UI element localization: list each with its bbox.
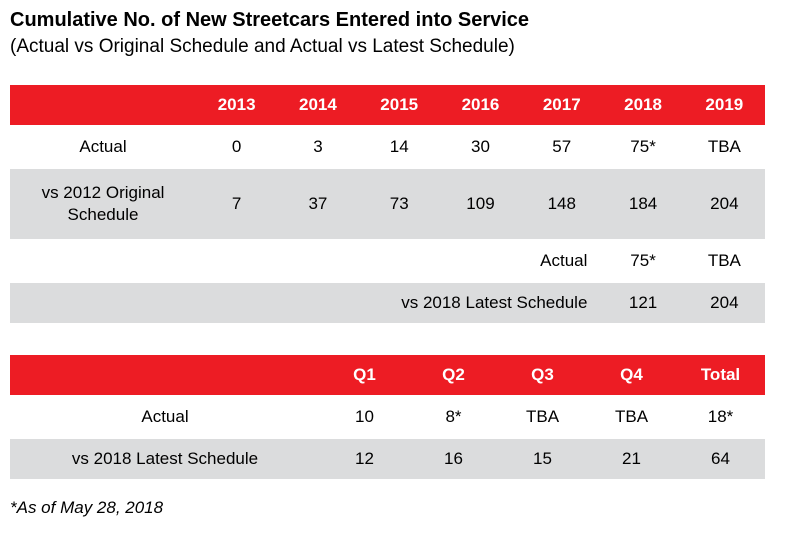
value-cell: 15 xyxy=(498,438,587,481)
value-cell: 73 xyxy=(358,168,440,241)
table-row: Actual 0 3 14 30 57 75* TBA xyxy=(10,126,765,169)
table-row: vs 2018 Latest Schedule 12 16 15 21 64 xyxy=(10,438,765,481)
value-cell: TBA xyxy=(683,126,765,169)
value-cell: TBA xyxy=(587,396,676,439)
table-row: Actual 75* TBA xyxy=(10,240,765,283)
value-cell: 184 xyxy=(602,168,684,241)
value-cell: 21 xyxy=(587,438,676,481)
empty-cell xyxy=(10,240,522,283)
page-title: Cumulative No. of New Streetcars Entered… xyxy=(10,9,530,31)
row-label: vs 2018 Latest Schedule xyxy=(10,438,320,481)
quarterly-header-q2: Q2 xyxy=(409,355,498,397)
annual-header-2013: 2013 xyxy=(196,85,278,127)
value-cell: 75* xyxy=(602,240,684,283)
annual-header-2016: 2016 xyxy=(439,85,522,127)
quarterly-header-q1: Q1 xyxy=(320,355,409,397)
row-label: Actual xyxy=(10,396,320,439)
value-cell: 8* xyxy=(409,396,498,439)
annual-header-2019: 2019 xyxy=(683,85,765,127)
annual-header-row: 2013 2014 2015 2016 2017 2018 2019 xyxy=(10,85,765,127)
annual-table: 2013 2014 2015 2016 2017 2018 2019 Actua… xyxy=(10,85,765,325)
row-label: Actual xyxy=(521,240,603,283)
value-cell: 121 xyxy=(602,282,684,325)
value-cell: 18* xyxy=(676,396,765,439)
value-cell: 12 xyxy=(320,438,409,481)
value-cell: 75* xyxy=(602,126,684,169)
annual-header-2014: 2014 xyxy=(277,85,359,127)
value-cell: 10 xyxy=(320,396,409,439)
row-label: Actual xyxy=(10,126,196,169)
table-row: vs 2018 Latest Schedule 121 204 xyxy=(10,282,765,325)
annual-header-2018: 2018 xyxy=(602,85,684,127)
quarterly-header-total: Total xyxy=(676,355,765,397)
value-cell: 204 xyxy=(683,282,765,325)
value-cell: TBA xyxy=(683,240,765,283)
footnote: *As of May 28, 2018 xyxy=(10,498,164,517)
annual-header-2015: 2015 xyxy=(358,85,440,127)
value-cell: 204 xyxy=(683,168,765,241)
value-cell: 37 xyxy=(277,168,359,241)
quarterly-header-q3: Q3 xyxy=(498,355,587,397)
value-cell: 3 xyxy=(277,126,359,169)
quarterly-header-row: Q1 Q2 Q3 Q4 Total xyxy=(10,355,765,397)
value-cell: 16 xyxy=(409,438,498,481)
row-label: vs 2018 Latest Schedule xyxy=(10,282,603,325)
page: Cumulative No. of New Streetcars Entered… xyxy=(0,9,788,518)
value-cell: 0 xyxy=(196,126,278,169)
annual-header-2017: 2017 xyxy=(521,85,603,127)
value-cell: TBA xyxy=(498,396,587,439)
value-cell: 30 xyxy=(439,126,522,169)
table-row: Actual 10 8* TBA TBA 18* xyxy=(10,396,765,439)
page-subtitle: (Actual vs Original Schedule and Actual … xyxy=(10,36,515,57)
annual-header-blank xyxy=(10,85,196,127)
quarterly-header-blank xyxy=(10,355,320,397)
row-label: vs 2012 Original Schedule xyxy=(10,168,196,241)
value-cell: 7 xyxy=(196,168,278,241)
value-cell: 109 xyxy=(439,168,522,241)
table-row: vs 2012 Original Schedule 7 37 73 109 14… xyxy=(10,168,765,241)
value-cell: 64 xyxy=(676,438,765,481)
value-cell: 14 xyxy=(358,126,440,169)
quarterly-table: Q1 Q2 Q3 Q4 Total Actual 10 8* TBA TBA 1… xyxy=(10,355,765,481)
quarterly-header-q4: Q4 xyxy=(587,355,676,397)
value-cell: 57 xyxy=(521,126,603,169)
value-cell: 148 xyxy=(521,168,603,241)
